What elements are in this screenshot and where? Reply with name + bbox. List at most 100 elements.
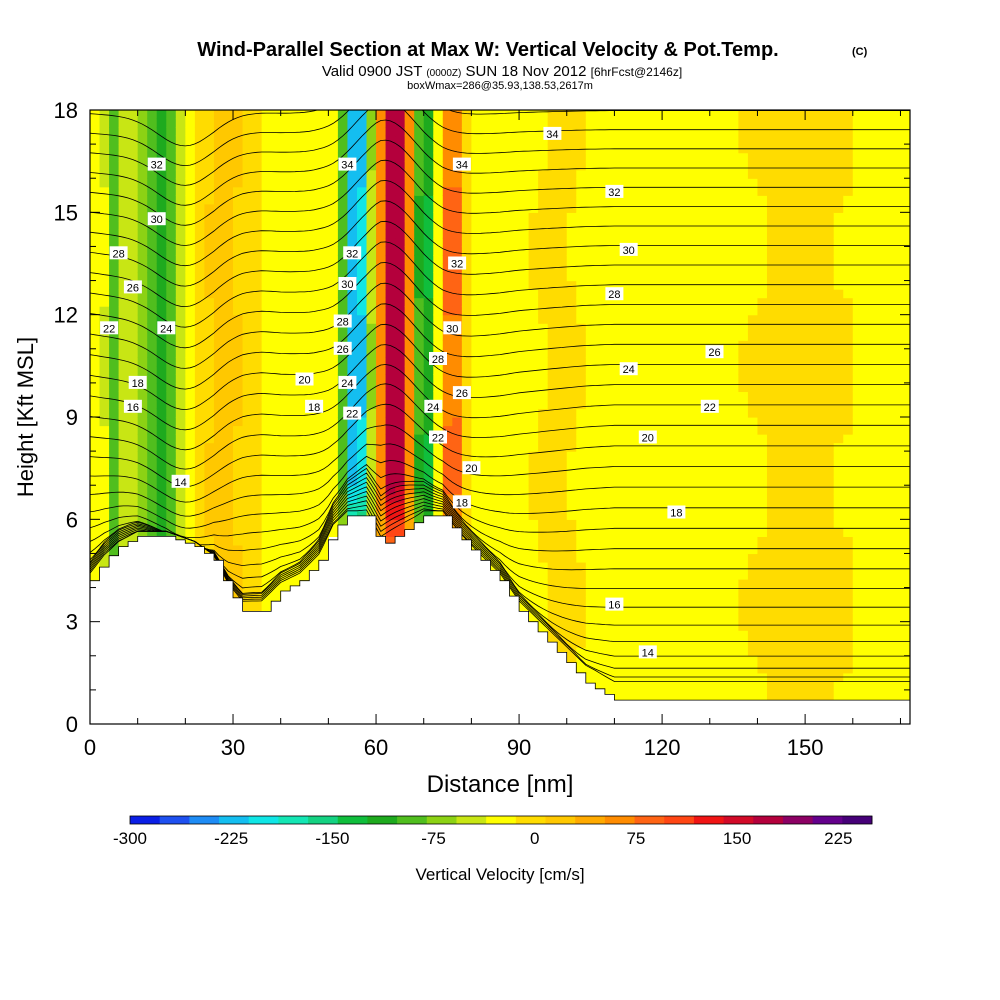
heatmap-cell (271, 306, 282, 316)
heatmap-cell (242, 579, 253, 589)
heatmap-cell (633, 280, 644, 290)
heatmap-cell (442, 289, 453, 299)
heatmap-cell (395, 127, 406, 137)
heatmap-cell (376, 186, 387, 196)
heatmap-cell (585, 237, 596, 248)
heatmap-cell (690, 152, 701, 162)
heatmap-cell (395, 485, 406, 495)
heatmap-cell (547, 544, 558, 555)
heatmap-cell (728, 630, 739, 640)
heatmap-cell (156, 519, 167, 529)
heatmap-cell (290, 229, 301, 239)
heatmap-cell (509, 493, 520, 503)
heatmap-cell (776, 306, 787, 316)
heatmap-cell (156, 340, 167, 350)
heatmap-cell (757, 655, 768, 665)
heatmap-cell (423, 246, 434, 256)
heatmap-cell (814, 664, 825, 674)
heatmap-cell (356, 246, 368, 256)
heatmap-cell (538, 118, 549, 128)
heatmap-cell (128, 246, 139, 256)
heatmap-cell (356, 485, 368, 495)
heatmap-cell (385, 527, 396, 537)
heatmap-cell (805, 220, 816, 230)
heatmap-cell (852, 553, 863, 563)
heatmap-cell (833, 459, 844, 469)
heatmap-cell (643, 596, 654, 606)
heatmap-cell (366, 118, 377, 128)
heatmap-cell (128, 220, 139, 230)
heatmap-cell (538, 237, 549, 248)
heatmap-cell (843, 246, 854, 256)
heatmap-cell (471, 476, 482, 486)
heatmap-cell (347, 323, 358, 333)
heatmap-cell (423, 110, 434, 120)
heatmap-cell (471, 220, 482, 230)
heatmap-cell (290, 468, 301, 478)
heatmap-cell (137, 425, 148, 435)
heatmap-cell (328, 365, 339, 375)
heatmap-cell (337, 476, 349, 486)
heatmap-cell (643, 382, 654, 393)
heatmap-cell (452, 314, 463, 324)
heatmap-cell (871, 570, 882, 580)
heatmap-cell (595, 391, 606, 401)
heatmap-cell (233, 451, 244, 461)
heatmap-cell (681, 365, 692, 375)
heatmap-cell (156, 365, 167, 375)
heatmap-cell (271, 280, 282, 290)
heatmap-cell (709, 331, 720, 341)
heatmap-cell (118, 169, 129, 179)
heatmap-cell (786, 280, 797, 290)
heatmap-cell (719, 110, 730, 120)
heatmap-cell (824, 544, 835, 555)
heatmap-cell (824, 323, 835, 333)
heatmap-cell (166, 127, 177, 137)
heatmap-cell (557, 169, 568, 179)
heatmap-cell (233, 544, 244, 555)
heatmap-cell (299, 110, 310, 120)
heatmap-cell (681, 604, 692, 614)
heatmap-cell (204, 459, 215, 469)
heatmap-cell (500, 442, 511, 452)
heatmap-cell (833, 579, 844, 589)
heatmap-cell (566, 127, 577, 137)
heatmap-cell (290, 110, 301, 120)
heatmap-cell (652, 118, 663, 128)
heatmap-cell (709, 485, 720, 495)
heatmap-cell (213, 203, 225, 213)
heatmap-cell (738, 451, 749, 461)
heatmap-cell (547, 519, 558, 529)
heatmap-cell (728, 510, 739, 520)
heatmap-cell (757, 451, 768, 461)
heatmap-cell (728, 468, 739, 478)
heatmap-cell (175, 152, 186, 162)
heatmap-cell (585, 340, 596, 350)
heatmap-cell (490, 263, 501, 273)
heatmap-cell (490, 527, 501, 537)
heatmap-cell (471, 451, 482, 461)
heatmap-cell (452, 203, 463, 213)
heatmap-cell (671, 280, 682, 290)
heatmap-cell (194, 212, 206, 222)
heatmap-cell (805, 621, 816, 631)
heatmap-cell (709, 536, 720, 546)
heatmap-cell (356, 135, 368, 145)
heatmap-cell (414, 425, 425, 435)
heatmap-cell (204, 340, 215, 350)
heatmap-cell (118, 280, 129, 290)
heatmap-cell (738, 203, 749, 213)
heatmap-cell (271, 263, 282, 273)
heatmap-cell (118, 237, 129, 248)
heatmap-cell (204, 391, 215, 401)
heatmap-cell (356, 263, 368, 273)
heatmap-cell (662, 323, 673, 333)
heatmap-cell (538, 340, 549, 350)
heatmap-cell (299, 391, 310, 401)
heatmap-cell (242, 152, 253, 162)
heatmap-cell (681, 152, 692, 162)
heatmap-cell (261, 118, 272, 128)
heatmap-cell (862, 536, 873, 546)
heatmap-cell (528, 220, 539, 230)
heatmap-cell (719, 272, 730, 282)
